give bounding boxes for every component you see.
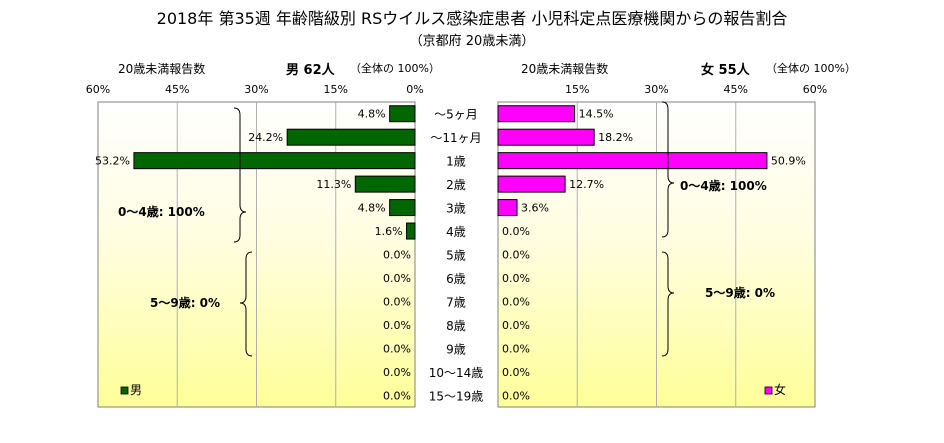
category-label: 7歳 (446, 295, 466, 309)
right-brace-0-4 (661, 101, 675, 238)
male-data-label: 0.0% (383, 319, 411, 332)
axis-tick-label: 0% (406, 83, 423, 96)
female-data-label: 14.5% (579, 108, 614, 121)
male-data-label: 4.8% (358, 202, 386, 215)
right-header-total: 女 55人 (701, 63, 750, 78)
male-data-label: 24.2% (248, 131, 283, 144)
chart-subtitle: （京都府 20歳未満） (409, 34, 535, 49)
category-label: 5歳 (446, 249, 466, 263)
right-group-label-0-4: 0～4歳: 100% (680, 178, 767, 193)
left-header-total: 男 62人 (286, 63, 335, 78)
female-bar (497, 128, 595, 146)
right-header-note: （全体の 100%） (766, 62, 856, 75)
left-header-note: （全体の 100%） (350, 62, 440, 75)
male-data-label: 0.0% (383, 389, 411, 402)
axis-tick-label: 60% (803, 83, 827, 96)
male-bar (389, 105, 416, 123)
female-data-label: 0.0% (502, 295, 530, 308)
female-data-label: 18.2% (598, 131, 633, 144)
male-bar (406, 222, 416, 240)
category-label: ～5ヶ月 (434, 108, 478, 122)
female-data-label: 0.0% (502, 366, 530, 379)
female-bar (497, 175, 566, 193)
female-data-label: 0.0% (502, 225, 530, 238)
axis-tick-label: 30% (644, 83, 668, 96)
left-legend-label: 男 (130, 383, 142, 397)
male-data-label: 0.0% (383, 366, 411, 379)
male-bar (389, 199, 416, 217)
axis-tick-label: 45% (165, 83, 189, 96)
right-header-count-label: 20歳未満報告数 (521, 62, 609, 76)
left-header-count-label: 20歳未満報告数 (118, 62, 206, 76)
right-brace-5-9 (661, 251, 675, 357)
female-data-label: 12.7% (569, 178, 604, 191)
category-label: 3歳 (446, 202, 466, 216)
male-data-label: 53.2% (95, 155, 130, 168)
category-label: 4歳 (446, 225, 466, 239)
female-data-label: 0.0% (502, 249, 530, 262)
male-data-label: 11.3% (316, 178, 351, 191)
female-data-label: 0.0% (502, 272, 530, 285)
axis-tick-label: 15% (565, 83, 589, 96)
left-group-label-0-4: 0～4歳: 100% (118, 204, 205, 219)
category-label: 10～14歳 (429, 366, 484, 380)
left-legend-swatch (120, 386, 129, 395)
left-brace-5-9 (239, 251, 253, 357)
male-data-label: 1.6% (375, 225, 403, 238)
category-label: 9歳 (446, 342, 466, 356)
axis-tick-label: 60% (86, 83, 110, 96)
male-bar (286, 128, 416, 146)
male-data-label: 0.0% (383, 295, 411, 308)
male-data-label: 0.0% (383, 249, 411, 262)
male-data-label: 4.8% (358, 108, 386, 121)
left-brace-0-4 (233, 107, 247, 243)
male-bar (354, 175, 416, 193)
female-data-label: 50.9% (771, 155, 806, 168)
female-data-label: 0.0% (502, 389, 530, 402)
right-legend-swatch (764, 386, 773, 395)
category-label: 8歳 (446, 319, 466, 333)
female-data-label: 0.0% (502, 342, 530, 355)
right-legend-label: 女 (774, 382, 786, 397)
right-group-label-5-9: 5～9歳: 0% (705, 285, 775, 300)
female-bar (497, 199, 518, 217)
category-label: ～11ヶ月 (430, 131, 481, 145)
male-data-label: 0.0% (383, 342, 411, 355)
chart-title: 2018年 第35週 年齢階級別 RSウイルス感染症患者 小児科定点医療機関から… (156, 9, 788, 28)
female-bar (497, 152, 768, 170)
left-group-label-5-9: 5～9歳: 0% (150, 295, 220, 310)
male-data-label: 0.0% (383, 272, 411, 285)
axis-tick-label: 15% (324, 83, 348, 96)
female-bar (497, 105, 576, 123)
female-data-label: 3.6% (521, 202, 549, 215)
category-label: 6歳 (446, 272, 466, 286)
axis-tick-label: 30% (244, 83, 268, 96)
male-bar (133, 152, 416, 170)
axis-tick-label: 45% (724, 83, 748, 96)
category-label: 15～19歳 (429, 389, 484, 403)
female-data-label: 0.0% (502, 319, 530, 332)
category-label: 1歳 (446, 155, 466, 169)
category-label: 2歳 (446, 178, 466, 192)
